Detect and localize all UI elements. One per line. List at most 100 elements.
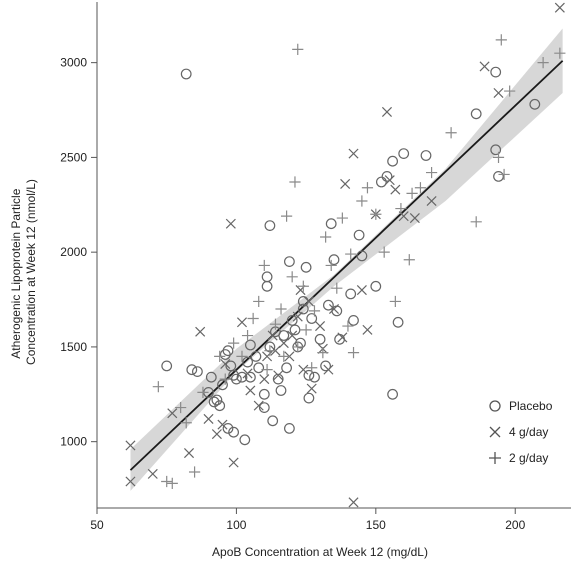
point-placebo	[295, 337, 306, 349]
point-2-g-day	[325, 259, 337, 272]
point-2-g-day	[361, 182, 374, 194]
point-2-g-day	[470, 216, 482, 228]
point-4-g-day	[409, 213, 420, 224]
point-4-g-day	[217, 419, 228, 430]
point-placebo	[284, 423, 295, 434]
point-placebo	[323, 299, 334, 311]
y-tick-label: 3000	[60, 56, 87, 70]
point-placebo	[387, 388, 399, 400]
point-placebo	[261, 280, 273, 292]
legend-item-2g: 2 g/day	[489, 451, 548, 465]
point-placebo	[331, 305, 343, 317]
point-4-g-day	[195, 326, 206, 337]
point-4-g-day	[236, 317, 248, 328]
point-2-g-day	[554, 47, 566, 59]
point-2-g-day	[247, 312, 259, 325]
point-4-g-day	[228, 457, 239, 468]
point-4-g-day	[245, 385, 256, 396]
point-2-g-day	[300, 324, 312, 336]
point-4-g-day	[125, 440, 136, 451]
y-tick-label: 1000	[60, 435, 87, 449]
legend-x-marker	[489, 426, 501, 438]
regression-line	[129, 60, 564, 471]
point-4-g-day	[493, 87, 504, 98]
legend-item-4g: 4 g/day	[489, 425, 548, 439]
point-4-g-day	[356, 285, 367, 296]
point-placebo	[470, 108, 482, 120]
point-placebo	[261, 271, 273, 283]
legend-circle-marker	[489, 400, 501, 412]
point-placebo	[328, 254, 340, 266]
point-placebo	[244, 371, 256, 383]
point-2-g-day	[236, 350, 248, 362]
point-placebo	[309, 371, 320, 383]
point-2-g-day	[414, 182, 427, 194]
point-2-g-day	[180, 417, 192, 429]
point-2-g-day	[286, 271, 298, 283]
point-2-g-day	[161, 475, 173, 488]
point-placebo	[208, 396, 220, 408]
x-tick-label: 200	[505, 518, 525, 532]
point-4-g-day	[306, 383, 317, 394]
point-2-g-day	[445, 127, 457, 139]
point-placebo	[353, 229, 365, 241]
point-4-g-day	[315, 321, 326, 332]
point-placebo	[490, 66, 502, 78]
point-placebo	[161, 360, 173, 372]
point-placebo	[420, 150, 432, 161]
point-placebo	[398, 148, 410, 160]
point-4-g-day	[220, 358, 231, 369]
series-4-g-day	[125, 2, 565, 508]
point-4-g-day	[225, 218, 236, 229]
point-2-g-day	[219, 373, 231, 385]
point-4-g-day	[273, 370, 284, 381]
point-placebo	[356, 250, 368, 262]
x-tick-label: 150	[366, 518, 386, 532]
point-placebo	[264, 220, 276, 232]
point-2-g-day	[253, 295, 265, 308]
point-placebo	[376, 176, 387, 188]
point-2-g-day	[406, 187, 418, 200]
point-2-g-day	[425, 166, 438, 179]
y-tick-label: 2000	[60, 245, 87, 259]
tick-labels: 50 100 150 200 1000 1500 2000 2500 3000	[60, 56, 525, 532]
series-2-g-day	[152, 34, 566, 489]
point-placebo	[244, 339, 256, 351]
point-2-g-day	[188, 466, 201, 478]
point-2-g-day	[345, 248, 357, 260]
point-2-g-day	[378, 246, 390, 258]
point-4-g-day	[554, 2, 565, 13]
y-tick-label: 1500	[60, 340, 87, 354]
point-4-g-day	[381, 106, 393, 117]
point-placebo	[275, 385, 287, 396]
point-placebo	[281, 362, 293, 374]
point-4-g-day	[337, 332, 348, 343]
point-placebo	[272, 373, 284, 385]
point-2-g-day	[495, 34, 507, 46]
point-placebo	[284, 256, 295, 268]
point-2-g-day	[289, 176, 301, 188]
point-4-g-day	[390, 184, 401, 195]
point-placebo	[289, 324, 301, 336]
point-4-g-day	[267, 330, 278, 341]
point-2-g-day	[261, 364, 273, 376]
legend-label-placebo: Placebo	[509, 399, 553, 413]
point-2-g-day	[389, 295, 401, 308]
point-placebo	[239, 434, 251, 446]
point-placebo	[258, 388, 270, 400]
point-placebo	[267, 415, 279, 427]
x-axis-title: ApoB Concentration at Week 12 (mg/dL)	[212, 545, 428, 559]
point-4-g-day	[242, 368, 253, 379]
point-4-g-day	[147, 468, 158, 479]
legend-label-4g: 4 g/day	[509, 425, 548, 439]
y-tick-label: 2500	[60, 150, 87, 164]
point-4-g-day	[426, 195, 437, 207]
point-2-g-day	[275, 303, 287, 315]
point-2-g-day	[292, 341, 304, 353]
confidence-band	[130, 28, 563, 491]
point-2-g-day	[336, 212, 348, 224]
y-axis-title: Atherogenic Lipoprotein Particle Concent…	[9, 179, 38, 365]
point-2-g-day	[498, 168, 510, 181]
y-axis-title-line-2: Concentration at Week 12 (nmol/L)	[24, 179, 38, 365]
point-4-g-day	[203, 413, 214, 424]
